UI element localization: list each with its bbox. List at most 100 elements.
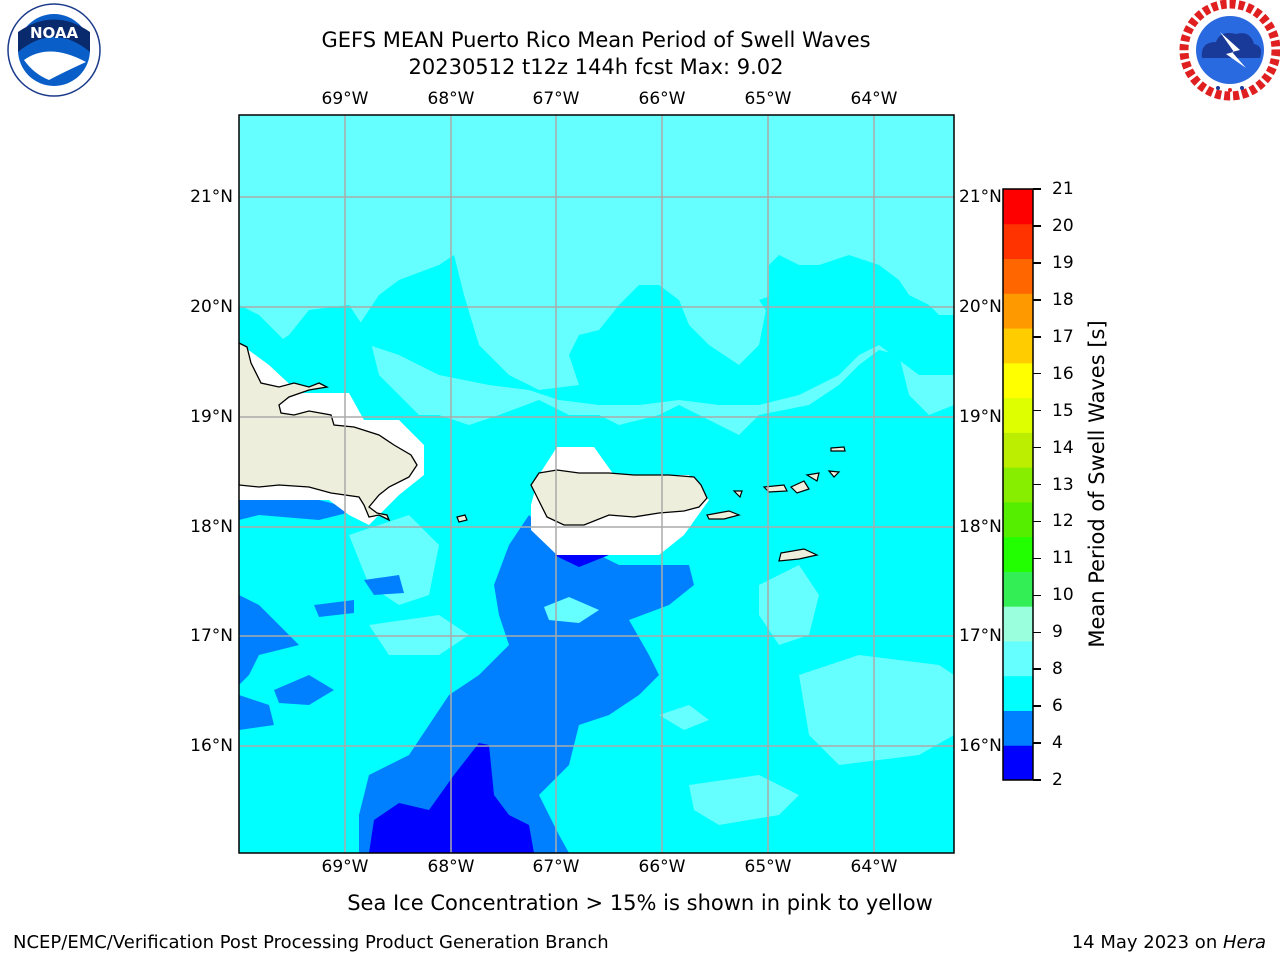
field-8-9-s5	[659, 705, 709, 730]
colorbar-band-8	[1003, 640, 1033, 677]
colorbar-band-9	[1003, 606, 1033, 642]
colorbar-tick-label: 15	[1052, 400, 1074, 421]
footer-date: 14 May 2023 on Hera	[1072, 932, 1266, 954]
footer-branch: NCEP/EMC/Verification Post Processing Pr…	[13, 932, 609, 953]
lon-tick-top-68w: 68°W	[427, 89, 475, 109]
colorbar-tickmark	[1033, 262, 1041, 264]
land-tortola	[805, 472, 820, 482]
field-8-9-s3	[799, 655, 954, 765]
chart-title-line1: GEFS MEAN Puerto Rico Mean Period of Swe…	[321, 28, 871, 52]
colorbar-band-11	[1003, 536, 1033, 572]
colorbar-tick-label: 11	[1052, 548, 1074, 569]
field-6-8-inner	[544, 597, 599, 623]
noaa-logo: NOAA	[7, 3, 101, 97]
land-anegada	[830, 446, 846, 452]
colorbar-band-2	[1003, 745, 1033, 781]
land-vieques	[706, 510, 741, 520]
land-virgin-gorda	[827, 470, 841, 478]
colorbar-band-17	[1003, 328, 1033, 364]
lon-tick-top-69w: 69°W	[321, 89, 369, 109]
field-4-6-pat1	[274, 675, 334, 705]
lon-tick-bottom-68w: 68°W	[427, 857, 475, 877]
colorbar-tick-label: 17	[1052, 326, 1074, 347]
swell-period-map	[238, 114, 955, 854]
field-8-9-s7	[369, 615, 469, 655]
lon-tick-top-64w: 64°W	[850, 89, 898, 109]
lat-tick-left-17n: 17°N	[190, 626, 233, 646]
map-grid	[239, 115, 954, 853]
colorbar-tickmark	[1033, 299, 1041, 301]
colorbar-tickmark	[1033, 557, 1041, 560]
lon-tick-top-65w: 65°W	[744, 89, 792, 109]
colorbar-tickmark	[1033, 594, 1041, 597]
field-4-6-west	[239, 595, 299, 685]
lat-tick-right-19n: 19°N	[959, 407, 1002, 427]
field-8-9-s2	[759, 565, 819, 645]
lon-tick-bottom-64w: 64°W	[850, 857, 898, 877]
colorbar-tick-label: 2	[1052, 770, 1063, 790]
colorbar-tickmark	[1033, 446, 1041, 449]
colorbar-tick-label: 16	[1052, 363, 1074, 384]
noaa-logo-text: NOAA	[30, 24, 79, 42]
lon-tick-bottom-65w: 65°W	[744, 857, 792, 877]
colorbar-tick-label: 21	[1052, 179, 1074, 199]
colorbar-tickmark	[1033, 705, 1041, 707]
lat-tick-right-17n: 17°N	[959, 626, 1002, 646]
colorbar-tickmark	[1033, 631, 1041, 633]
field-4-6-pat2	[314, 600, 354, 617]
colorbar-tick-label: 14	[1052, 437, 1074, 458]
field-6-8-tongue-a	[359, 255, 954, 405]
colorbar-tickmark	[1033, 409, 1041, 412]
lat-tick-left-19n: 19°N	[190, 407, 233, 427]
colorbar-tick-label: 9	[1052, 622, 1063, 643]
colorbar-band-14	[1003, 432, 1033, 468]
colorbar-band-19	[1003, 258, 1033, 294]
colorbar-tick-label: 12	[1052, 511, 1074, 532]
field-4-6-main	[359, 515, 694, 853]
colorbar-tickmark	[1033, 668, 1041, 670]
colorbar-tickmark	[1033, 742, 1041, 744]
colorbar-band-12	[1003, 501, 1033, 538]
land-st-john	[789, 480, 810, 494]
colorbar-band-10	[1003, 571, 1033, 607]
field-6-8-tongue-d	[759, 293, 789, 315]
colorbar-tick-label: 10	[1052, 585, 1074, 606]
colorbar-tickmark	[1033, 520, 1041, 523]
lat-tick-right-20n: 20°N	[959, 297, 1002, 317]
colorbar-tickmark	[1033, 779, 1041, 781]
field-4-6-pat3	[364, 575, 404, 595]
footer-date-text: 14 May 2023 on	[1071, 932, 1223, 953]
lon-tick-bottom-67w: 67°W	[532, 857, 580, 877]
chart-title-line2: 20230512 t12z 144h fcst Max: 9.02	[408, 55, 784, 79]
lat-tick-left-16n: 16°N	[190, 736, 233, 756]
colorbar-tick-label: 13	[1052, 474, 1074, 495]
sea-ice-note: Sea Ice Concentration > 15% is shown in …	[347, 891, 933, 915]
lat-tick-right-18n: 18°N	[959, 517, 1002, 537]
field-4-6-west2	[239, 695, 274, 730]
colorbar-tick-label: 8	[1052, 659, 1063, 680]
lat-tick-left-21n: 21°N	[190, 187, 233, 207]
field-4-6-pr-west	[239, 500, 359, 520]
field-6-8-tongue-c	[239, 305, 289, 360]
colorbar-tick-label: 6	[1052, 696, 1063, 717]
lon-tick-bottom-66w: 66°W	[638, 857, 686, 877]
colorbar-band-18	[1003, 293, 1033, 329]
colorbar-tickmark	[1033, 225, 1041, 227]
colorbar-tickmark	[1033, 336, 1041, 338]
land-st-croix	[778, 548, 819, 562]
lon-tick-top-66w: 66°W	[638, 89, 686, 109]
colorbar-band-15	[1003, 397, 1033, 433]
lon-tick-bottom-69w: 69°W	[321, 857, 369, 877]
lat-tick-right-21n: 21°N	[959, 187, 1002, 207]
land-culebra	[732, 490, 743, 499]
lat-tick-left-18n: 18°N	[190, 517, 233, 537]
lat-tick-left-20n: 20°N	[190, 297, 233, 317]
colorbar-tickmark	[1033, 372, 1041, 375]
lon-tick-top-67w: 67°W	[532, 89, 580, 109]
colorbar-band-21	[1003, 189, 1033, 225]
colorbar-band-4	[1003, 710, 1033, 746]
colorbar-tick-label: 18	[1052, 289, 1074, 310]
land-puerto-rico	[530, 469, 708, 526]
colorbar	[1002, 188, 1034, 781]
lat-tick-right-16n: 16°N	[959, 736, 1002, 756]
